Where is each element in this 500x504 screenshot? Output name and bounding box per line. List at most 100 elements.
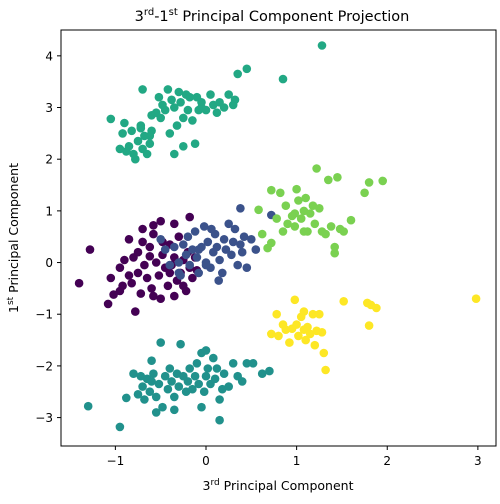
- data-point-0-0: [85, 245, 95, 254]
- data-point-4-15: [310, 340, 320, 350]
- data-point-5-52: [120, 118, 129, 128]
- data-point-0-48: [124, 235, 134, 244]
- data-point-0-17: [151, 258, 161, 267]
- data-point-3-28: [364, 178, 374, 187]
- data-point-1-16: [203, 237, 213, 247]
- x-tick-label: 2: [383, 454, 391, 468]
- data-point-1-5: [179, 240, 188, 249]
- data-point-0-15: [147, 284, 156, 293]
- y-tick-label: −3: [35, 411, 53, 425]
- data-point-1-10: [190, 227, 200, 236]
- data-point-3-33: [257, 229, 267, 239]
- data-point-5-39: [212, 108, 222, 117]
- data-point-3-26: [346, 215, 356, 225]
- data-point-3-21: [326, 222, 336, 231]
- data-point-1-24: [221, 245, 231, 254]
- chart-title: 3rd-1st Principal Component Projection: [135, 7, 410, 25]
- data-point-2-50: [215, 415, 224, 425]
- x-axis-label: 3rd Principal Component: [202, 478, 353, 493]
- data-point-4-13: [305, 329, 315, 339]
- data-point-0-10: [136, 289, 146, 298]
- y-tick-label: −2: [35, 359, 53, 373]
- data-point-0-49: [179, 281, 188, 291]
- data-point-4-21: [339, 297, 349, 306]
- x-tick-label: 3: [474, 454, 482, 468]
- data-point-2-55: [147, 356, 156, 366]
- data-point-2-34: [203, 364, 213, 373]
- data-point-2-0: [83, 401, 93, 411]
- data-point-2-5: [138, 382, 147, 391]
- data-point-1-9: [188, 245, 197, 254]
- data-point-3-29: [378, 176, 388, 186]
- data-point-5-19: [160, 105, 170, 115]
- chart-title-mid: -1: [154, 9, 168, 25]
- data-point-3-31: [267, 238, 276, 248]
- data-point-3-34: [290, 209, 300, 218]
- data-point-2-9: [147, 377, 156, 386]
- data-point-3-36: [330, 248, 340, 258]
- data-point-0-46: [133, 247, 143, 257]
- data-point-1-41: [207, 224, 216, 234]
- y-axis-label-rest: Principal Component: [6, 163, 21, 297]
- data-point-3-6: [290, 222, 300, 231]
- data-point-1-33: [242, 263, 252, 273]
- data-point-2-54: [122, 393, 131, 403]
- x-tick-label: 1: [293, 454, 301, 468]
- data-point-2-36: [209, 353, 218, 363]
- chart-title-rest: Principal Component Projection: [178, 9, 410, 25]
- data-point-4-25: [372, 303, 381, 313]
- data-point-3-16: [312, 164, 321, 173]
- data-point-4-19: [319, 348, 329, 358]
- data-point-2-2: [129, 369, 138, 379]
- data-point-2-48: [257, 369, 267, 379]
- data-point-1-12: [194, 268, 203, 278]
- data-point-5-12: [142, 149, 152, 159]
- data-point-0-41: [118, 281, 127, 291]
- data-point-1-36: [236, 204, 245, 213]
- data-point-5-45: [242, 64, 252, 74]
- data-point-5-0: [106, 114, 116, 124]
- data-point-4-23: [364, 321, 374, 330]
- data-point-1-14: [199, 222, 209, 231]
- data-point-2-38: [212, 364, 222, 373]
- data-point-1-7: [183, 232, 193, 241]
- data-point-1-21: [215, 255, 224, 265]
- data-point-2-52: [151, 408, 161, 417]
- data-point-1-11: [192, 253, 202, 262]
- data-point-1-28: [230, 224, 240, 234]
- data-point-5-7: [131, 154, 140, 164]
- chart-title-sup2: st: [169, 7, 178, 18]
- data-point-4-20: [321, 365, 330, 375]
- data-point-5-31: [188, 116, 197, 125]
- data-point-5-50: [145, 131, 155, 141]
- data-point-5-41: [219, 103, 229, 112]
- data-point-0-7: [127, 278, 136, 288]
- data-point-0-36: [170, 219, 179, 229]
- data-point-3-8: [294, 196, 303, 205]
- data-point-5-26: [176, 98, 185, 107]
- data-point-3-0: [254, 205, 263, 215]
- data-point-2-25: [183, 377, 193, 386]
- data-point-3-17: [315, 204, 324, 213]
- data-point-4-0: [272, 309, 282, 319]
- data-point-4-17: [315, 309, 324, 319]
- y-axis-label-base: 1: [6, 305, 21, 313]
- data-point-5-48: [138, 85, 147, 94]
- data-point-5-24: [172, 121, 182, 130]
- data-point-4-3: [281, 325, 291, 335]
- data-point-2-46: [242, 359, 252, 368]
- data-point-2-42: [224, 382, 233, 391]
- data-point-2-41: [219, 369, 229, 379]
- data-point-4-12: [303, 322, 312, 332]
- data-point-3-15: [310, 219, 320, 229]
- x-axis-label-base: 3: [202, 478, 210, 493]
- data-point-5-55: [197, 103, 206, 112]
- data-point-3-37: [299, 227, 309, 236]
- data-point-5-27: [179, 113, 188, 123]
- data-point-2-1: [115, 422, 125, 432]
- data-point-2-33: [201, 371, 211, 381]
- data-point-5-49: [136, 123, 146, 133]
- data-point-5-53: [147, 111, 156, 120]
- data-point-5-44: [233, 69, 242, 79]
- data-point-1-0: [160, 245, 170, 254]
